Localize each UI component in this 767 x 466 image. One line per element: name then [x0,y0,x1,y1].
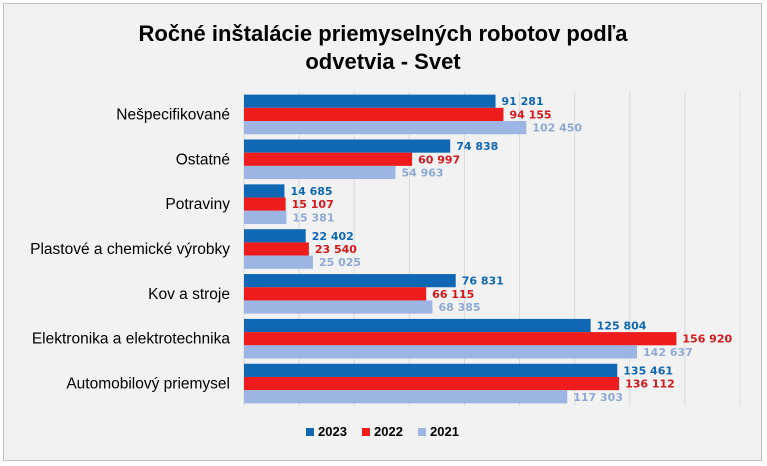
chart-title: Ročné inštalácie priemyselných robotov p… [139,21,629,74]
data-label-2023: 74 838 [456,140,498,153]
data-label-2023: 76 831 [462,275,504,288]
bar-2022 [244,332,677,346]
data-label-2021: 54 963 [401,166,443,179]
data-label-2021: 15 381 [292,211,334,224]
chart-title-line-2: odvetvia - Svet [305,49,461,74]
data-label-2022: 23 540 [315,243,357,256]
legend-label-2021: 2021 [430,424,459,439]
bars [244,94,677,404]
category-label: Plastové a chemické výrobky [30,241,230,258]
bar-2022 [244,152,413,166]
data-label-2022: 156 920 [682,333,732,346]
bar-2023 [244,274,456,288]
legend-swatch-2022 [362,428,370,436]
data-label-2023: 135 461 [623,364,673,377]
bar-2023 [244,184,285,198]
chart-title-line-1: Ročné inštalácie priemyselných robotov p… [139,21,629,46]
legend-label-2022: 2022 [374,424,403,439]
legend-label-2023: 2023 [318,424,347,439]
bar-2021 [244,300,433,314]
bar-2022 [244,107,504,122]
data-label-2022: 136 112 [625,378,675,391]
data-label-2021: 25 025 [319,256,361,269]
bar-2021 [244,345,638,359]
legend: 2023 2022 2021 [306,424,459,439]
legend-swatch-2023 [306,428,314,436]
data-label-2023: 22 402 [312,230,354,243]
data-label-2022: 15 107 [292,198,334,211]
data-label-2023: 14 685 [290,185,332,198]
data-label-2021: 117 303 [573,391,623,404]
data-label-2023: 125 804 [597,320,647,333]
category-label: Kov a stroje [148,286,230,303]
category-label: Automobilový priemysel [66,376,230,393]
bar-2021 [244,390,568,404]
data-label-2023: 91 281 [502,95,544,108]
bar-2023 [244,139,451,153]
category-labels: Nešpecifikované Ostatné Potraviny Plastové … [30,106,230,392]
category-label: Ostatné [176,151,230,168]
bar-2021 [244,121,527,135]
bar-2021 [244,165,396,180]
category-label: Nešpecifikované [116,106,230,123]
bar-2022 [244,197,286,211]
bar-2022 [244,287,427,301]
bar-2022 [244,242,309,256]
data-label-2022: 94 155 [509,108,551,121]
data-label-2021: 142 637 [643,346,693,359]
category-label: Elektronika a elektrotechnika [32,331,231,348]
data-label-2022: 66 115 [432,288,474,301]
bar-2021 [244,255,313,269]
data-label-2022: 60 997 [418,153,460,166]
legend-swatch-2021 [418,428,426,436]
data-label-2021: 102 450 [532,122,582,135]
bar-2023 [244,363,618,377]
bar-2022 [244,376,620,391]
category-label: Potraviny [165,196,230,213]
bar-2023 [244,94,496,108]
data-label-2021: 68 385 [438,301,480,314]
bar-2023 [244,318,591,333]
bar-2021 [244,210,287,224]
bar-2023 [244,229,306,243]
